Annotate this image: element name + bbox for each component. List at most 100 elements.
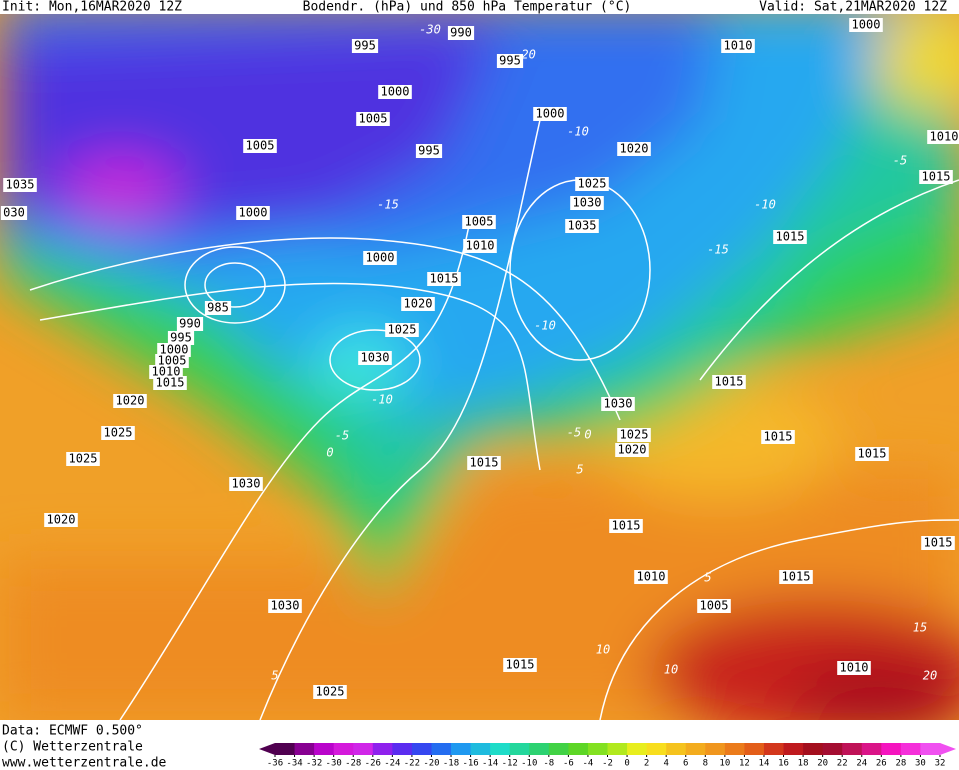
pressure-label: 1025 (388, 323, 417, 337)
pressure-label: 1035 (6, 178, 35, 192)
colorbar-label: 18 (798, 759, 809, 769)
pressure-label: 1015 (776, 230, 805, 244)
temperature-label: -30 (419, 23, 441, 37)
colorbar-segment (509, 743, 530, 755)
pressure-label-box (415, 144, 443, 158)
pressure-label-box (463, 239, 497, 253)
colorbar-segment (627, 743, 648, 755)
pressure-label: 1000 (239, 206, 268, 220)
pressure-label-box (363, 251, 397, 265)
colorbar-segment (470, 743, 491, 755)
colorbar-segment (451, 743, 472, 755)
colorbar-label: 14 (759, 759, 770, 769)
footer-copyright: (C) Wetterzentrale (2, 740, 143, 755)
temperature-label: -10 (371, 393, 393, 407)
pressure-label: 1000 (381, 85, 410, 99)
colorbar-segment (705, 743, 726, 755)
colorbar-segment (275, 743, 296, 755)
pressure-label-box (855, 447, 889, 461)
colorbar-label: 10 (719, 759, 730, 769)
colorbar-segment (607, 743, 628, 755)
pressure-label: 995 (499, 54, 521, 68)
colorbar-segment (900, 743, 921, 755)
colorbar-label: -36 (267, 759, 283, 769)
colorbar-label: 28 (895, 759, 906, 769)
pressure-label-box (313, 685, 347, 699)
colorbar-segment (842, 743, 863, 755)
pressure-label: 995 (354, 39, 376, 53)
pressure-label: 1000 (366, 251, 395, 265)
pressure-label: 1020 (620, 142, 649, 156)
pressure-label-box (634, 570, 668, 584)
colorbar-label: -2 (602, 759, 613, 769)
map-title: Bodendr. (hPa) und 850 hPa Temperatur (°… (303, 0, 632, 15)
temperature-label: -10 (534, 319, 556, 333)
temperature-label: -5 (893, 154, 907, 168)
pressure-label: 1035 (568, 219, 597, 233)
colorbar-label: -14 (482, 759, 498, 769)
pressure-label: 1005 (700, 599, 729, 613)
pressure-label-box (243, 139, 277, 153)
colorbar-segment (587, 743, 608, 755)
pressure-label: 1015 (858, 447, 887, 461)
colorbar-segment (744, 743, 765, 755)
pressure-label-box (447, 26, 475, 40)
colorbar-label: -8 (543, 759, 554, 769)
temperature-label: 20 (923, 669, 937, 683)
temperature-label: -20 (514, 48, 536, 62)
colorbar-segment (881, 743, 902, 755)
pressure-label: 1015 (156, 376, 185, 390)
pressure-label: 1000 (852, 18, 881, 32)
pressure-label: 1015 (612, 519, 641, 533)
colorbar-label: 8 (703, 759, 708, 769)
colorbar-arrow-high (940, 743, 956, 755)
temperature-label: -5 (335, 429, 349, 443)
temperature-label: -15 (707, 243, 729, 257)
colorbar-segment (411, 743, 432, 755)
footer-data: Data: ECMWF 0.500° (2, 724, 143, 739)
pressure-label-box (921, 536, 955, 550)
pressure-label: 1015 (506, 658, 535, 672)
colorbar-label: -32 (306, 759, 322, 769)
colorbar-label: -24 (384, 759, 400, 769)
pressure-label: 1015 (470, 456, 499, 470)
pressure-label: 1020 (404, 297, 433, 311)
colorbar-label: 4 (663, 759, 668, 769)
pressure-label-box (773, 230, 807, 244)
pressure-label-box (0, 206, 28, 220)
colorbar-segment (724, 743, 745, 755)
pressure-label: 1030 (232, 477, 261, 491)
pressure-label-box (617, 428, 651, 442)
pressure-label: 1015 (715, 375, 744, 389)
temperature-label: 0 (326, 446, 333, 460)
pressure-label: 1000 (536, 107, 565, 121)
colorbar-label: -10 (521, 759, 537, 769)
colorbar-label: -30 (326, 759, 342, 769)
pressure-label: 1025 (69, 452, 98, 466)
pressure-label-box (401, 297, 435, 311)
pressure-label-box (149, 365, 183, 379)
pressure-label-box (356, 112, 390, 126)
colorbar-label: -28 (345, 759, 361, 769)
colorbar-label: 0 (624, 759, 629, 769)
colorbar-label: -18 (443, 759, 459, 769)
colorbar-segment (920, 743, 941, 755)
pressure-label-box (153, 376, 187, 390)
pressure-label: 1020 (618, 443, 647, 457)
pressure-label-box (533, 107, 567, 121)
pressure-label: 1030 (573, 196, 602, 210)
pressure-label: 1025 (620, 428, 649, 442)
colorbar-segment (783, 743, 804, 755)
temperature-label: 10 (596, 643, 610, 657)
pressure-label-box (927, 130, 959, 144)
colorbar-label: 20 (817, 759, 828, 769)
pressure-label: 1015 (922, 170, 951, 184)
colorbar-segment (763, 743, 785, 755)
pressure-label-box (204, 301, 232, 315)
pressure-label: 1010 (840, 661, 869, 675)
pressure-label-box (44, 513, 78, 527)
colorbar-label: 26 (876, 759, 887, 769)
colorbar-arrow-low (259, 743, 275, 755)
pressure-label-box (378, 85, 412, 99)
pressure-label-box (467, 456, 501, 470)
